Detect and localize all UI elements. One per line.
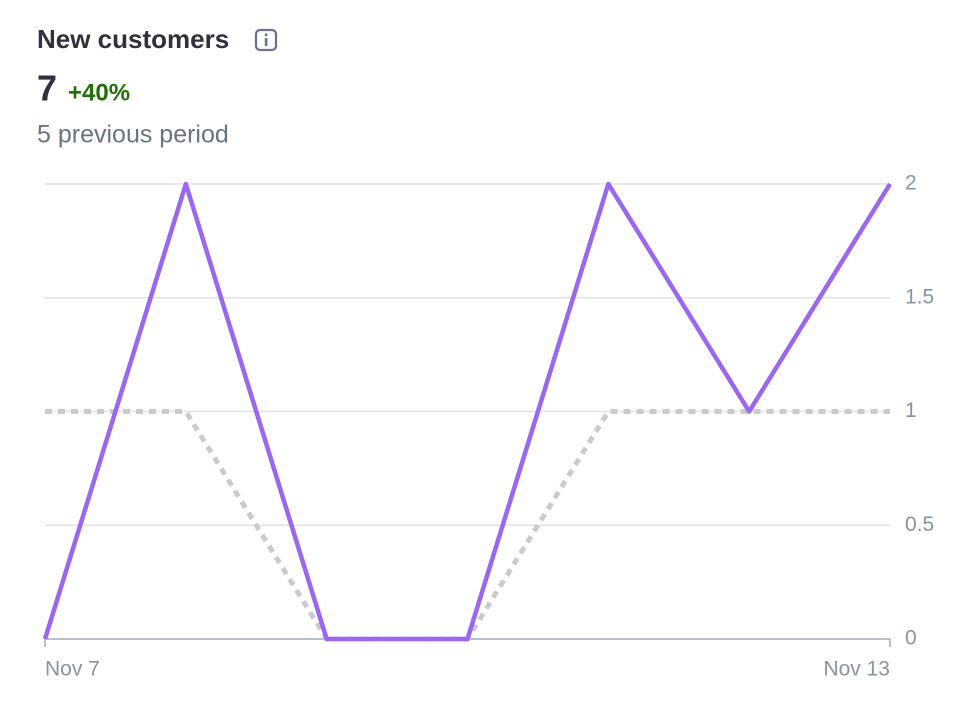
- chart-title: New customers: [37, 24, 229, 54]
- x-tick-label: Nov 7: [45, 658, 100, 681]
- metric-change: +40%: [68, 79, 130, 106]
- subtitle: 5 previous period: [37, 121, 229, 149]
- y-tick-label: 1.5: [905, 285, 934, 308]
- y-tick-label: 0.5: [905, 513, 934, 536]
- series-line: [42, 181, 892, 642]
- metric-value: 7: [37, 68, 57, 109]
- x-tick-label: Nov 13: [823, 658, 890, 681]
- y-tick-label: 0: [905, 627, 917, 650]
- y-tick-label: 2: [905, 172, 917, 195]
- info-icon[interactable]: [254, 28, 278, 52]
- y-tick-label: 1: [905, 399, 917, 422]
